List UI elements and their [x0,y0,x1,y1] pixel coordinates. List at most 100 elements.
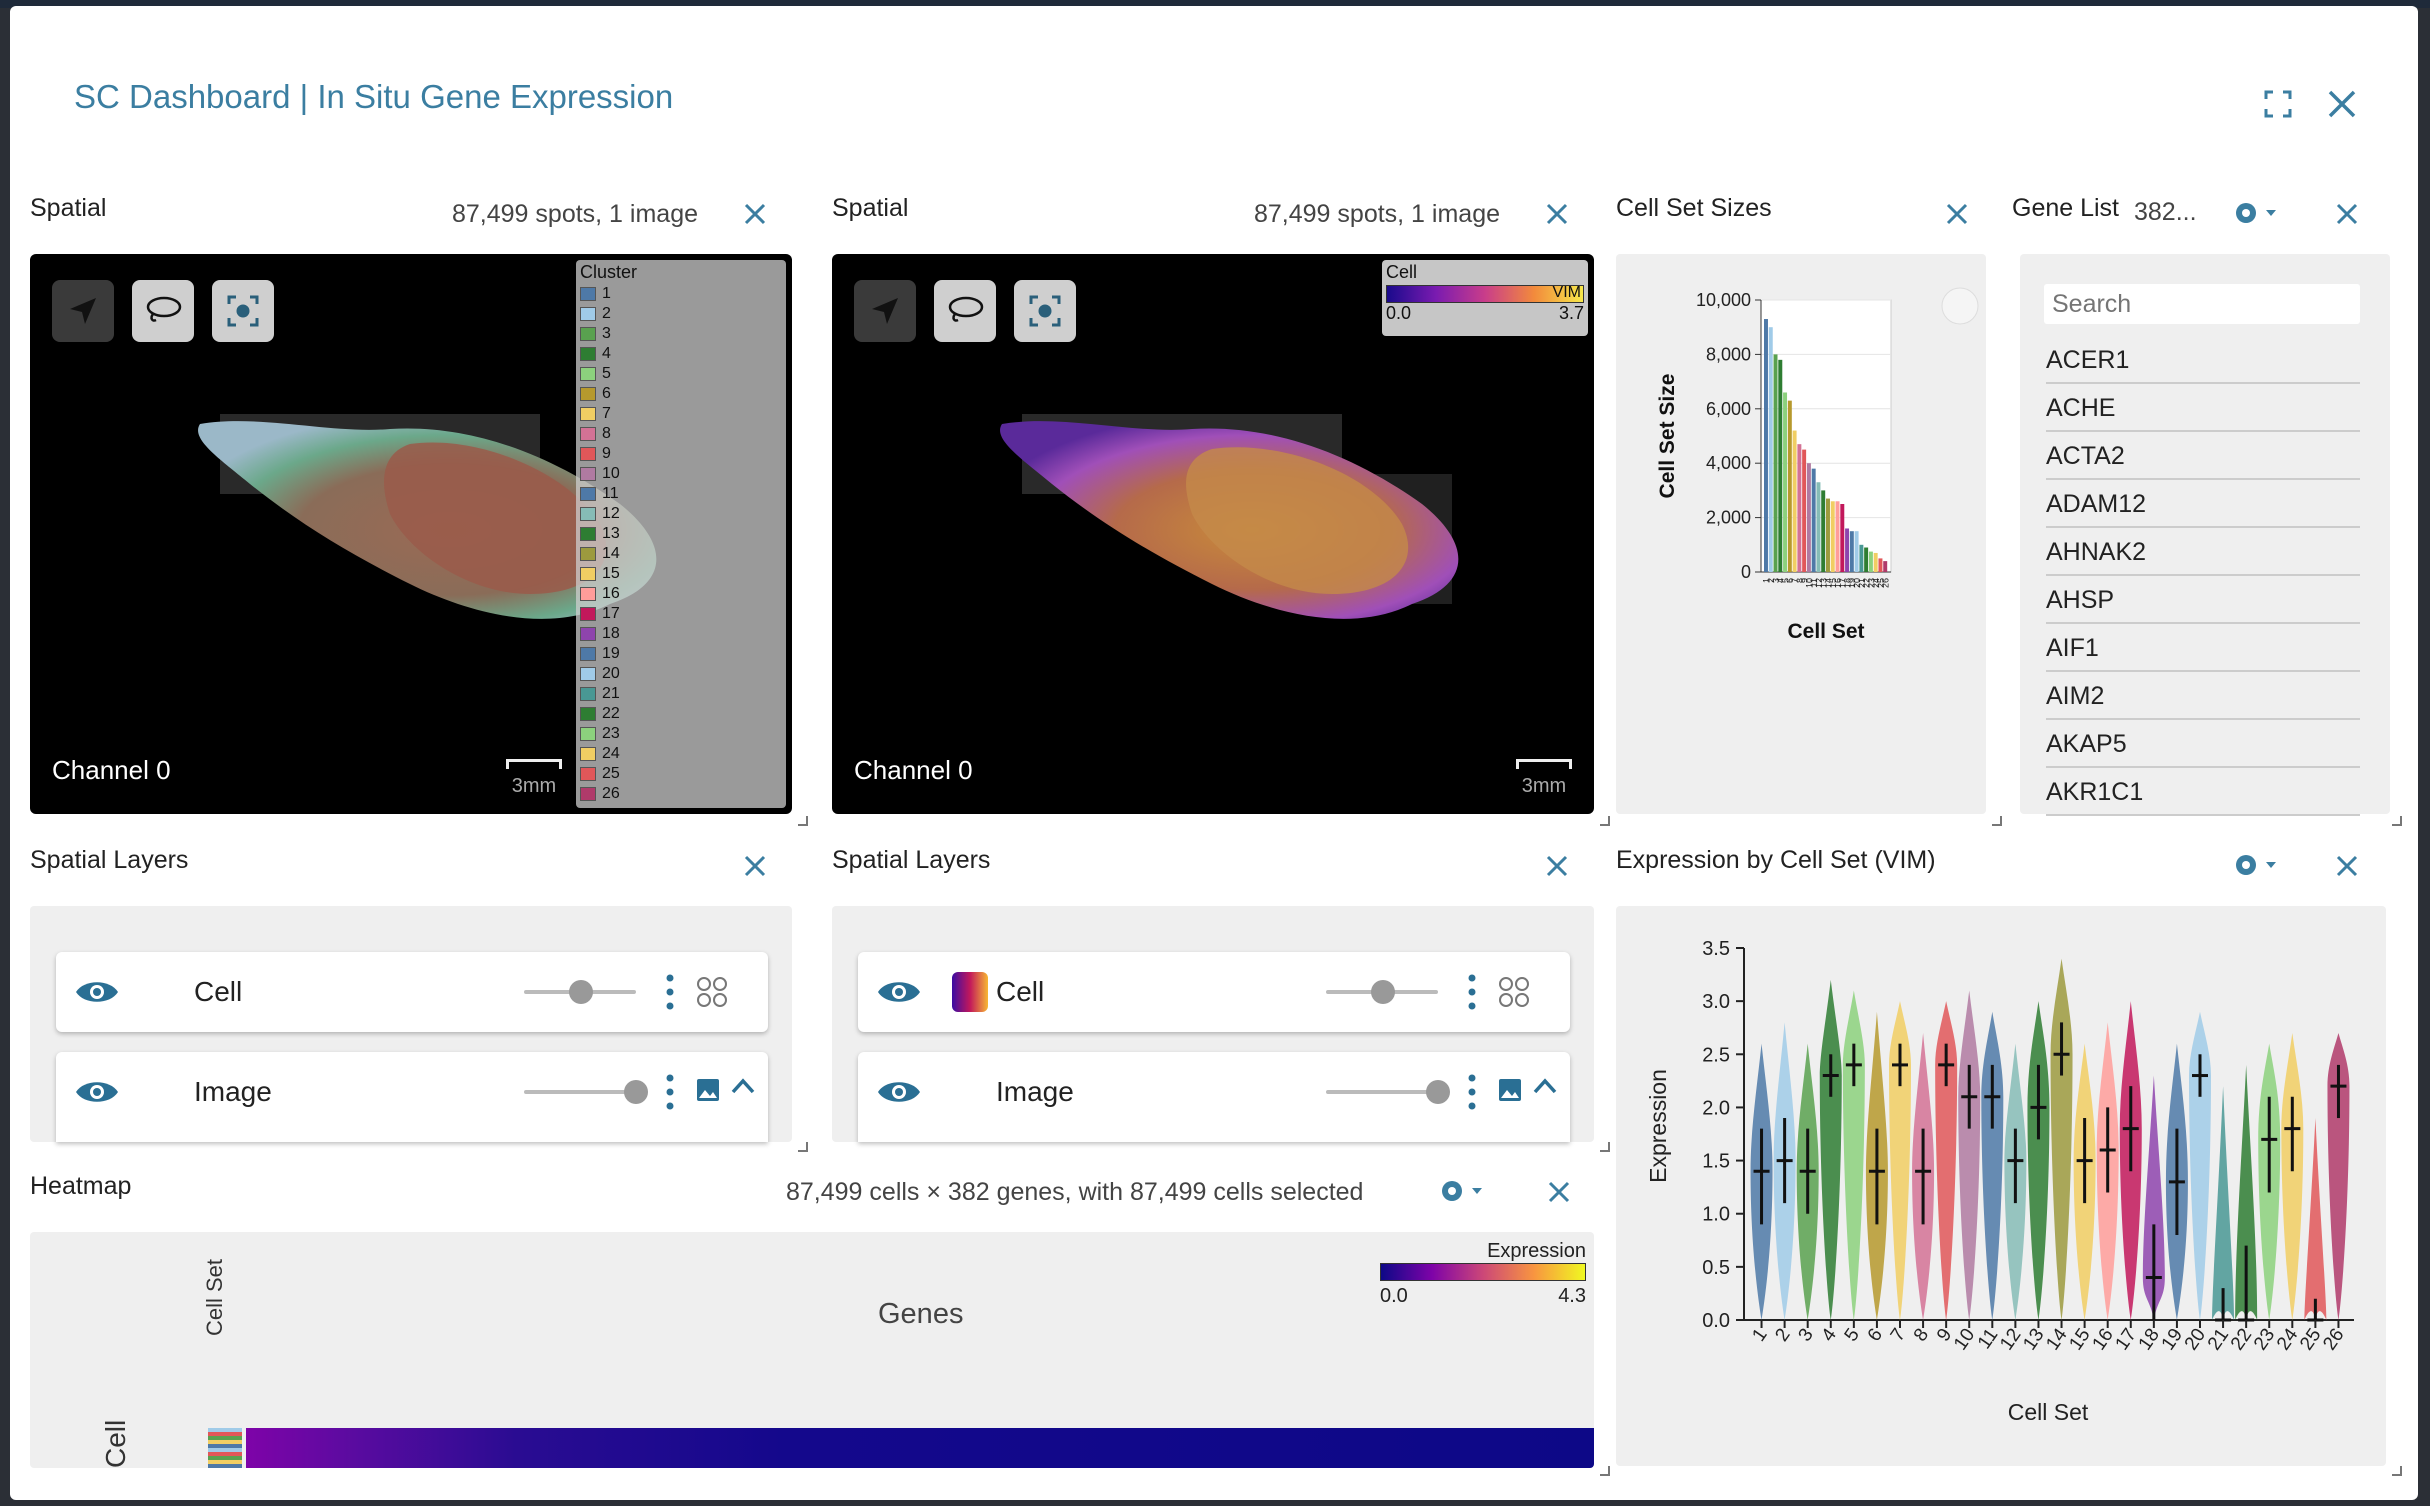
violin[interactable] [1819,979,1842,1320]
gene-list-item[interactable]: ACTA2 [2046,432,2360,480]
bar[interactable] [1768,327,1773,572]
chevron-up-icon[interactable] [1532,1076,1558,1096]
fullscreen-icon[interactable] [2258,84,2298,124]
resize-handle[interactable] [2392,816,2402,826]
lasso-tool-button[interactable] [934,280,996,342]
image-icon[interactable] [1498,1078,1522,1102]
violin[interactable] [1889,1001,1911,1320]
bar[interactable] [1787,400,1792,572]
eye-icon[interactable] [874,974,924,1010]
recenter-tool-button[interactable] [1014,280,1076,342]
bar[interactable] [1845,528,1850,572]
cells-icon[interactable] [696,976,728,1008]
gene-list-item[interactable]: AKAP5 [2046,720,2360,768]
eye-icon[interactable] [72,974,122,1010]
bar[interactable] [1764,319,1768,572]
resize-handle[interactable] [1600,816,1610,826]
spatial-right-map[interactable]: Channel 0 3mm Cell VIM 0.0 3.7 [832,254,1594,814]
bar[interactable] [1778,359,1783,572]
resize-handle[interactable] [1600,1142,1610,1152]
violin[interactable] [2281,1033,2304,1320]
layers-right-close-icon[interactable] [1542,851,1572,881]
violin[interactable] [1935,1001,1958,1320]
spatial-left-close-icon[interactable] [740,199,770,229]
chart-options-icon[interactable] [1941,287,1979,325]
image-icon[interactable] [696,1078,720,1102]
violin[interactable] [2189,1011,2211,1320]
bar[interactable] [1849,531,1854,572]
bar[interactable] [1840,504,1845,572]
gene-list-settings-icon[interactable] [2232,196,2282,230]
bar[interactable] [1878,558,1883,572]
bar[interactable] [1859,544,1864,572]
gene-search-input[interactable] [2044,284,2360,324]
opacity-slider[interactable] [524,1080,648,1104]
heatmap-panel[interactable]: Genes Expression 0.0 4.3 Cell Set Cell [30,1232,1594,1468]
more-options-icon[interactable] [1468,1072,1476,1112]
bar[interactable] [1873,552,1878,572]
bar[interactable] [1797,444,1802,572]
resize-handle[interactable] [1600,1466,1610,1476]
heatmap-matrix[interactable] [246,1428,1594,1468]
resize-handle[interactable] [1992,816,2002,826]
bar[interactable] [1868,551,1873,572]
violin[interactable] [2212,1086,2235,1320]
bar[interactable] [1854,531,1859,572]
bar[interactable] [1783,392,1788,572]
gene-list-close-icon[interactable] [2332,199,2362,229]
colormap-swatch-icon[interactable] [952,972,988,1012]
violin[interactable] [1958,990,1981,1320]
bar[interactable] [1821,490,1826,572]
violin[interactable] [2235,1064,2258,1320]
eye-icon[interactable] [72,1074,122,1110]
chevron-up-icon[interactable] [730,1076,756,1096]
bar[interactable] [1773,354,1778,572]
gene-list-item[interactable]: ACHE [2046,384,2360,432]
opacity-slider[interactable] [1326,980,1438,1004]
gene-list-item[interactable]: ADAM12 [2046,480,2360,528]
expression-close-icon[interactable] [2332,851,2362,881]
expression-violin-chart[interactable]: 0.00.51.01.52.02.53.03.51 2 3 4 5 6 7 8 91011121… [1616,906,2386,1466]
heatmap-settings-icon[interactable] [1438,1174,1488,1208]
bar[interactable] [1826,498,1830,572]
select-tool-button[interactable] [854,280,916,342]
cell-set-sizes-chart[interactable]: 02,0004,0006,0008,00010,0001234567891011… [1616,254,1986,814]
bar[interactable] [1811,468,1816,572]
bar[interactable] [1802,449,1807,572]
more-options-icon[interactable] [666,972,674,1012]
spatial-left-map[interactable]: Channel 0 3mm Cluster 1 2 3 4 5 6 7 8 9 10 11 12 13 1… [30,254,792,814]
bar[interactable] [1864,547,1869,572]
violin[interactable] [2027,1001,2050,1320]
spatial-right-close-icon[interactable] [1542,199,1572,229]
violin[interactable] [2050,958,2073,1320]
opacity-slider[interactable] [524,980,636,1004]
cell-set-sizes-close-icon[interactable] [1942,199,1972,229]
gene-list-item[interactable]: AHSP [2046,576,2360,624]
cells-icon[interactable] [1498,976,1530,1008]
eye-icon[interactable] [874,1074,924,1110]
expression-settings-icon[interactable] [2232,848,2282,882]
violin[interactable] [2304,1118,2327,1320]
violin[interactable] [1981,1011,2004,1320]
gene-list-item[interactable]: AKR1C1 [2046,768,2360,816]
more-options-icon[interactable] [1468,972,1476,1012]
modal-close-icon[interactable] [2322,84,2362,124]
violin[interactable] [2142,1075,2165,1320]
layers-left-close-icon[interactable] [740,851,770,881]
gene-list-item[interactable]: AIF1 [2046,624,2360,672]
select-tool-button[interactable] [52,280,114,342]
recenter-tool-button[interactable] [212,280,274,342]
opacity-slider[interactable] [1326,1080,1450,1104]
bar[interactable] [1816,482,1821,572]
bar[interactable] [1835,501,1840,572]
bar[interactable] [1883,561,1888,572]
gene-list-item[interactable]: AHNAK2 [2046,528,2360,576]
heatmap-close-icon[interactable] [1544,1177,1574,1207]
bar[interactable] [1806,463,1811,572]
bar[interactable] [1830,501,1835,572]
resize-handle[interactable] [798,816,808,826]
lasso-tool-button[interactable] [132,280,194,342]
more-options-icon[interactable] [666,1072,674,1112]
resize-handle[interactable] [2392,1466,2402,1476]
gene-list-item[interactable]: AIM2 [2046,672,2360,720]
